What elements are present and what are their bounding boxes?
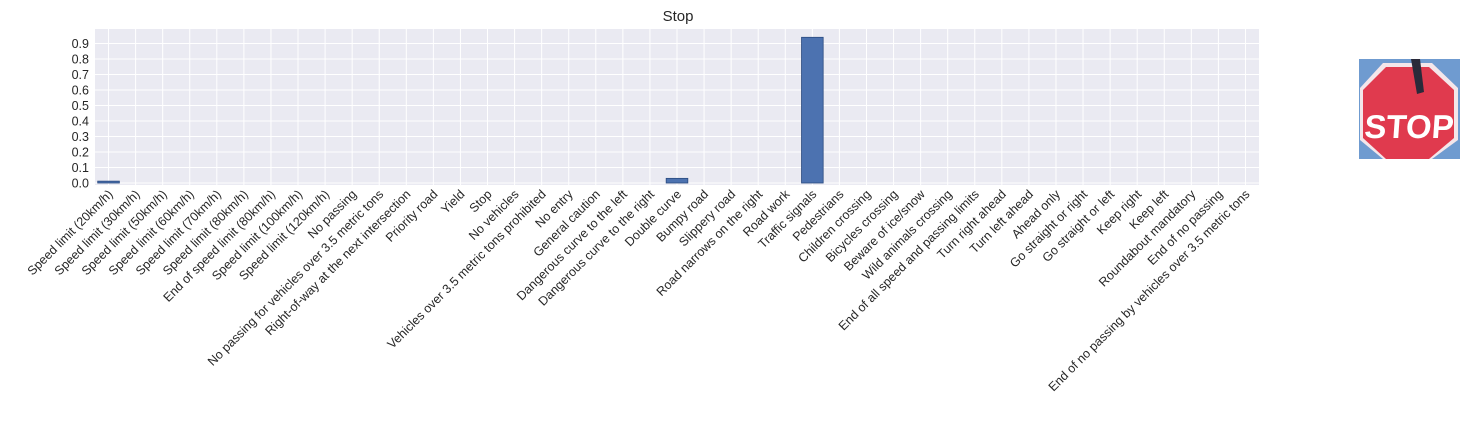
y-tick-label: 0.2 <box>72 146 89 160</box>
y-tick-label: 0.5 <box>72 99 89 113</box>
bars <box>97 36 824 184</box>
stop-sign-icon <box>1363 67 1454 159</box>
x-tick-label: Yield <box>438 187 467 216</box>
bar <box>665 177 689 184</box>
y-tick-label: 0.1 <box>72 161 89 175</box>
y-tick-label: 0.3 <box>72 130 89 144</box>
grid <box>95 29 1259 185</box>
sign-post <box>1411 59 1424 94</box>
y-tick-label: 0.4 <box>72 115 89 129</box>
chart-title: Stop <box>663 8 694 25</box>
y-axis-ticks: 0.0 0.10.2 0.30.4 0.50.6 0.70.8 0.9 <box>72 37 89 191</box>
y-tick-label: 0.6 <box>72 84 89 98</box>
stop-sign-thumbnail: STOP <box>1359 59 1460 159</box>
x-axis-ticks: Speed limit (20km/h)Speed limit (30km/h)… <box>25 187 1253 395</box>
bar <box>801 36 824 184</box>
y-tick-label: 0.9 <box>72 37 89 51</box>
stop-sign-text: STOP <box>1363 109 1455 146</box>
y-tick-label: 0.0 <box>72 177 89 191</box>
y-tick-label: 0.8 <box>72 53 89 67</box>
bar <box>97 180 120 184</box>
y-tick-label: 0.7 <box>72 68 89 82</box>
